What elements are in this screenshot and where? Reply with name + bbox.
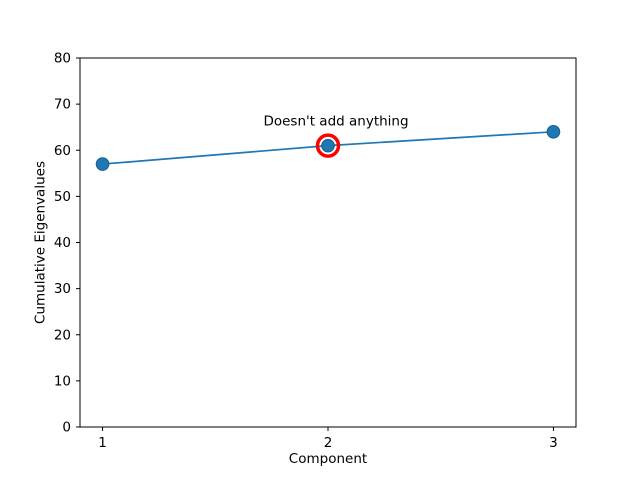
y-tick-label: 80 <box>54 51 71 67</box>
data-point-marker <box>321 138 335 153</box>
x-axis-label: Component <box>289 451 367 467</box>
y-tick-label: 0 <box>62 420 71 436</box>
y-tick-label: 10 <box>54 373 71 389</box>
y-axis-label: Cumulative Eigenvalues <box>32 161 48 324</box>
y-tick-label: 30 <box>54 281 71 297</box>
data-point-marker <box>546 125 561 139</box>
y-tick-label: 70 <box>54 97 71 113</box>
highlight-ring <box>315 133 341 158</box>
y-tick-label: 20 <box>54 327 71 343</box>
y-tick-label: 50 <box>54 189 71 205</box>
x-tick-label: 3 <box>549 435 558 451</box>
line-series <box>95 125 561 171</box>
y-tick-label: 60 <box>54 143 71 159</box>
y-axis-ticks: 0 10 20 30 40 50 60 70 80 <box>54 51 80 436</box>
annotation-text: Doesn't add anything <box>263 114 408 130</box>
x-tick-label: 2 <box>324 435 333 451</box>
y-tick-label: 40 <box>54 235 71 251</box>
data-point-marker <box>95 157 110 171</box>
x-axis-ticks: 1 2 3 <box>98 427 558 451</box>
highlight-circle <box>315 133 341 158</box>
x-tick-label: 1 <box>98 435 107 451</box>
plot-area <box>79 57 577 428</box>
